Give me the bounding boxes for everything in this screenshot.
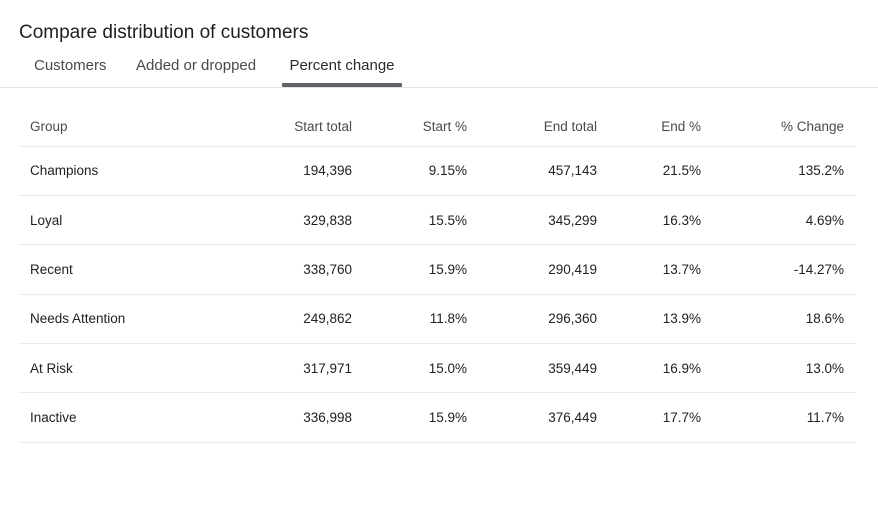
table-row: Recent 338,760 15.9% 290,419 13.7% -14.2…: [19, 244, 856, 295]
cell-start-percent: 11.8%: [364, 294, 479, 345]
column-header-end-percent: End %: [609, 108, 713, 147]
cell-group: Needs Attention: [19, 294, 179, 345]
cell-end-percent: 21.5%: [609, 146, 713, 196]
column-header-group: Group: [19, 108, 179, 147]
cell-end-total: 296,360: [479, 294, 609, 345]
tab-label: Customers: [34, 57, 107, 74]
cell-start-percent: 15.0%: [364, 343, 479, 394]
table-row: Inactive 336,998 15.9% 376,449 17.7% 11.…: [19, 392, 856, 443]
cell-group: Loyal: [19, 195, 179, 246]
cell-group: Champions: [19, 146, 179, 196]
cell-end-total: 290,419: [479, 244, 609, 295]
active-tab-indicator: [282, 83, 402, 87]
distribution-table: Group Start total Start % End total End …: [19, 108, 856, 443]
cell-end-total: 359,449: [479, 343, 609, 394]
cell-start-total: 317,971: [179, 343, 364, 394]
tab-label: Percent change: [289, 57, 395, 74]
cell-percent-change: 135.2%: [713, 146, 856, 196]
cell-start-total: 336,998: [179, 392, 364, 443]
cell-start-total: 249,862: [179, 294, 364, 345]
tab-customers[interactable]: Customers: [34, 52, 107, 87]
table-row: Needs Attention 249,862 11.8% 296,360 13…: [19, 294, 856, 345]
cell-start-percent: 15.5%: [364, 195, 479, 246]
cell-group: Recent: [19, 244, 179, 295]
tab-label: Added or dropped: [136, 57, 257, 74]
table-row: Champions 194,396 9.15% 457,143 21.5% 13…: [19, 146, 856, 196]
tab-added-or-dropped[interactable]: Added or dropped: [136, 52, 256, 87]
cell-end-total: 457,143: [479, 146, 609, 196]
cell-start-percent: 9.15%: [364, 146, 479, 196]
distribution-table-container: Group Start total Start % End total End …: [19, 108, 856, 443]
tab-bar: Customers Added or dropped Percent chang…: [0, 52, 878, 88]
cell-start-total: 338,760: [179, 244, 364, 295]
cell-end-total: 376,449: [479, 392, 609, 443]
page-title: Compare distribution of customers: [19, 22, 309, 43]
cell-end-percent: 16.9%: [609, 343, 713, 394]
cell-group: At Risk: [19, 343, 179, 394]
table-row: At Risk 317,971 15.0% 359,449 16.9% 13.0…: [19, 343, 856, 394]
cell-end-percent: 13.9%: [609, 294, 713, 345]
cell-percent-change: 4.69%: [713, 195, 856, 246]
column-header-start-total: Start total: [179, 108, 364, 147]
cell-start-total: 329,838: [179, 195, 364, 246]
cell-end-percent: 16.3%: [609, 195, 713, 246]
cell-end-percent: 13.7%: [609, 244, 713, 295]
table-header-row: Group Start total Start % End total End …: [19, 108, 856, 147]
cell-start-total: 194,396: [179, 146, 364, 196]
column-header-percent-change: % Change: [713, 108, 856, 147]
cell-percent-change: 11.7%: [713, 392, 856, 443]
cell-percent-change: 13.0%: [713, 343, 856, 394]
cell-percent-change: -14.27%: [713, 244, 856, 295]
tabs-divider: [0, 87, 878, 88]
tab-percent-change[interactable]: Percent change: [282, 52, 402, 87]
cell-start-percent: 15.9%: [364, 392, 479, 443]
column-header-end-total: End total: [479, 108, 609, 147]
cell-end-total: 345,299: [479, 195, 609, 246]
cell-end-percent: 17.7%: [609, 392, 713, 443]
cell-start-percent: 15.9%: [364, 244, 479, 295]
cell-percent-change: 18.6%: [713, 294, 856, 345]
cell-group: Inactive: [19, 392, 179, 443]
table-row: Loyal 329,838 15.5% 345,299 16.3% 4.69%: [19, 195, 856, 246]
column-header-start-percent: Start %: [364, 108, 479, 147]
